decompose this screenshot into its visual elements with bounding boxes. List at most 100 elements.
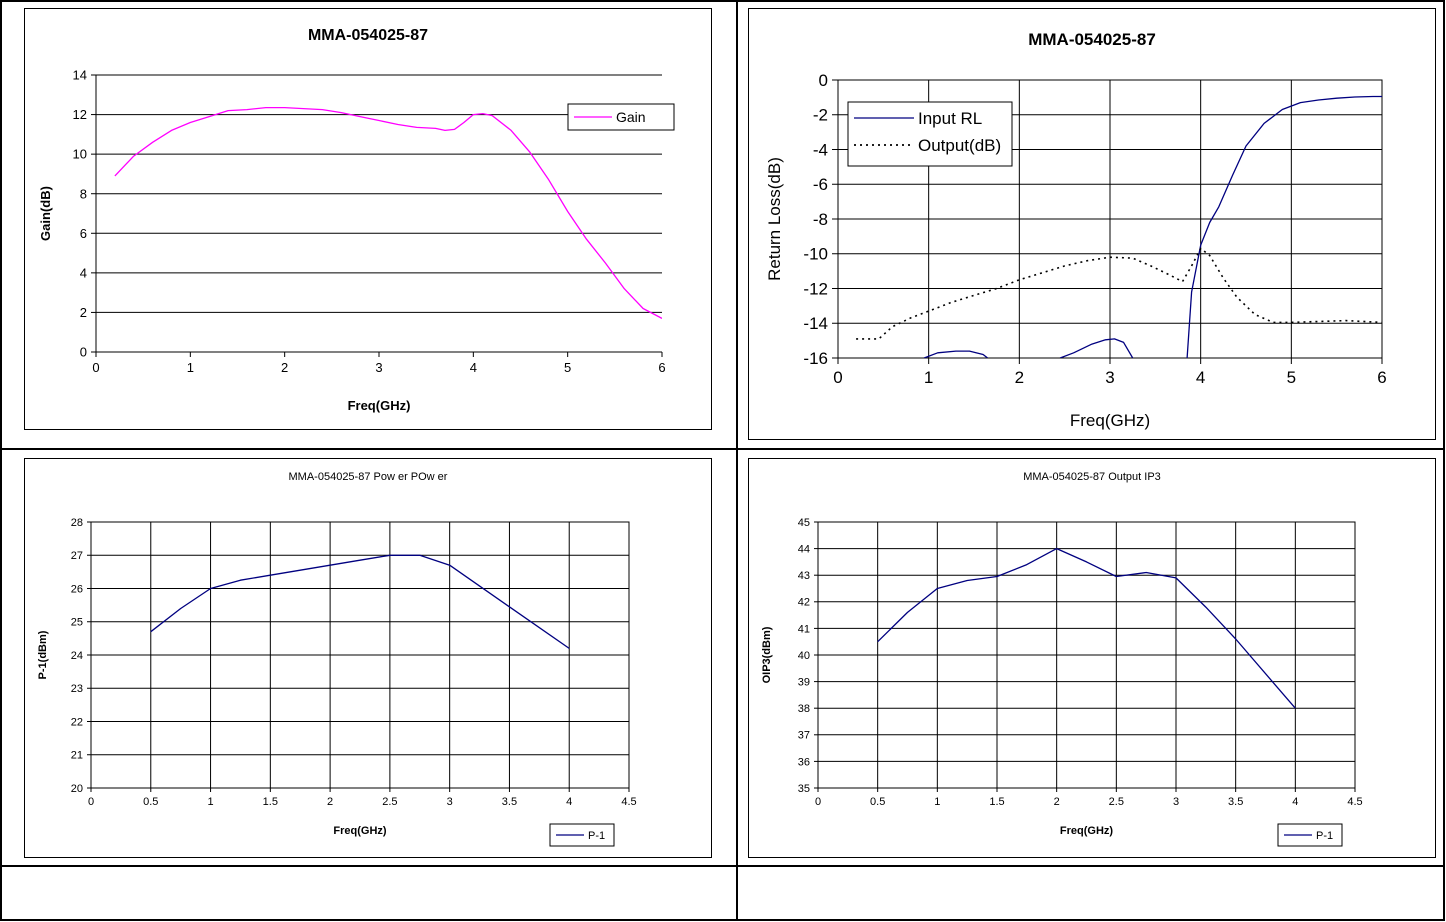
chart-border <box>748 458 1436 858</box>
y-tick-label: 25 <box>71 617 83 629</box>
y-tick-label: 22 <box>71 716 83 728</box>
x-tick-label: 6 <box>1377 368 1386 387</box>
x-axis-label: Freq(GHz) <box>333 825 387 837</box>
y-tick-label: 21 <box>71 750 83 762</box>
legend-label: P-1 <box>588 830 605 842</box>
y-axis-label: Gain(dB) <box>38 186 53 241</box>
x-tick-label: 1 <box>187 360 194 375</box>
legend-label: Output(dB) <box>918 136 1001 155</box>
y-tick-label: 39 <box>798 676 810 688</box>
y-tick-label: -12 <box>803 279 828 298</box>
series-line <box>923 350 988 358</box>
x-tick-label: 4.5 <box>1347 796 1362 808</box>
x-tick-label: 1 <box>207 796 213 808</box>
series-line <box>114 106 662 319</box>
chart-title: MMA-054025-87 <box>1028 30 1156 49</box>
y-tick-label: -8 <box>813 210 828 229</box>
return-loss-chart: MMA-054025-87 0 -2 -4 -6 -8 -10 -12 -14 -16 0 1 2 3 4 5… <box>748 8 1436 440</box>
y-tick-label: 27 <box>71 550 83 562</box>
y-tick-label: 42 <box>798 597 810 609</box>
x-axis-label: Freq(GHz) <box>1070 411 1150 430</box>
x-tick-label: 3.5 <box>502 796 517 808</box>
chart-svg: MMA-054025-87 Pow er POw er2021222324252… <box>24 458 712 858</box>
x-tick-label: 4 <box>566 796 572 808</box>
plot-area <box>90 521 630 789</box>
chart-title: MMA-054025-87 Pow er POw er <box>289 471 448 483</box>
x-tick-label: 0 <box>833 368 842 387</box>
series-line <box>1059 338 1134 358</box>
gain-chart: MMA-054025-87 0 2 4 6 8 10 12 14 0 1 2 3 4 5 6 Freq(GHz)… <box>24 8 712 430</box>
x-tick-label: 3 <box>1105 368 1114 387</box>
y-tick-label: -4 <box>813 140 828 159</box>
oip3-chart: MMA-054025-87 Output IP3 35 36 37 38 39 40 41 42… <box>748 458 1436 858</box>
x-axis-label: Freq(GHz) <box>1060 825 1114 837</box>
y-tick-label: 2 <box>80 305 87 320</box>
x-tick-label: 2.5 <box>382 796 397 808</box>
x-axis-label: Freq(GHz) <box>348 398 411 413</box>
x-tick-label: 4 <box>1292 796 1298 808</box>
x-tick-label: 1.5 <box>263 796 278 808</box>
x-tick-label: 1 <box>934 796 940 808</box>
y-tick-label: 40 <box>798 650 810 662</box>
y-axis-label: Return Loss(dB) <box>765 157 784 281</box>
x-tick-label: 2 <box>281 360 288 375</box>
x-tick-label: 5 <box>1287 368 1296 387</box>
x-tick-label: 3 <box>447 796 453 808</box>
y-tick-label: 35 <box>798 783 810 795</box>
x-tick-label: 2 <box>327 796 333 808</box>
y-tick-label: 4 <box>80 265 87 280</box>
y-tick-label: 12 <box>73 107 87 122</box>
x-tick-label: 3 <box>375 360 382 375</box>
y-tick-label: 0 <box>819 71 828 90</box>
x-tick-label: 2 <box>1015 368 1024 387</box>
x-tick-label: 0 <box>92 360 99 375</box>
y-tick-label: -14 <box>803 314 828 333</box>
y-tick-label: 37 <box>798 730 810 742</box>
y-tick-label: 36 <box>798 756 810 768</box>
y-tick-label: 0 <box>80 345 87 360</box>
x-tick-label: 0.5 <box>143 796 158 808</box>
series-line <box>150 554 570 649</box>
y-tick-label: 43 <box>798 570 810 582</box>
y-tick-label: 44 <box>798 543 810 555</box>
legend-label: Input RL <box>918 109 982 128</box>
x-tick-label: 2 <box>1054 796 1060 808</box>
x-tick-label: 1.5 <box>989 796 1004 808</box>
y-tick-label: -10 <box>803 245 828 264</box>
y-axis-label: P-1(dBm) <box>37 630 49 679</box>
chart-title: MMA-054025-87 <box>308 27 428 44</box>
y-tick-label: 23 <box>71 683 83 695</box>
x-tick-label: 3.5 <box>1228 796 1243 808</box>
chart-title: MMA-054025-87 Output IP3 <box>1023 471 1161 483</box>
series-line <box>856 247 1382 340</box>
x-tick-label: 5 <box>564 360 571 375</box>
y-tick-label: 6 <box>80 226 87 241</box>
y-tick-label: -16 <box>803 349 828 368</box>
chart-svg: MMA-054025-87 0 -2 -4 -6 -8 -10 -12 -14 -16 0 1 2 3 4 5… <box>748 8 1436 440</box>
y-axis-label: OIP3(dBm) <box>761 626 773 683</box>
x-tick-label: 3 <box>1173 796 1179 808</box>
y-tick-label: 24 <box>71 650 83 662</box>
x-tick-label: 4 <box>470 360 477 375</box>
x-tick-label: 6 <box>658 360 665 375</box>
y-tick-label: 45 <box>798 517 810 529</box>
legend-label: P-1 <box>1316 830 1333 842</box>
y-tick-label: 10 <box>73 147 87 162</box>
power-chart: MMA-054025-87 Pow er POw er 20 21 22 23 24 25 2… <box>24 458 712 858</box>
x-tick-label: 4.5 <box>621 796 636 808</box>
series-line <box>877 547 1296 709</box>
x-tick-label: 0.5 <box>870 796 885 808</box>
y-tick-label: 14 <box>73 68 87 83</box>
x-tick-label: 4 <box>1196 368 1205 387</box>
chart-border <box>24 8 712 430</box>
x-tick-label: 0 <box>88 796 94 808</box>
chart-svg: MMA-054025-87 Output IP33536373839404142… <box>748 458 1436 858</box>
series-line <box>1186 95 1382 358</box>
chart-border <box>748 8 1436 440</box>
legend-label: Gain <box>616 109 646 125</box>
y-tick-label: 41 <box>798 623 810 635</box>
y-tick-label: 8 <box>80 186 87 201</box>
legend-box <box>847 101 1013 167</box>
